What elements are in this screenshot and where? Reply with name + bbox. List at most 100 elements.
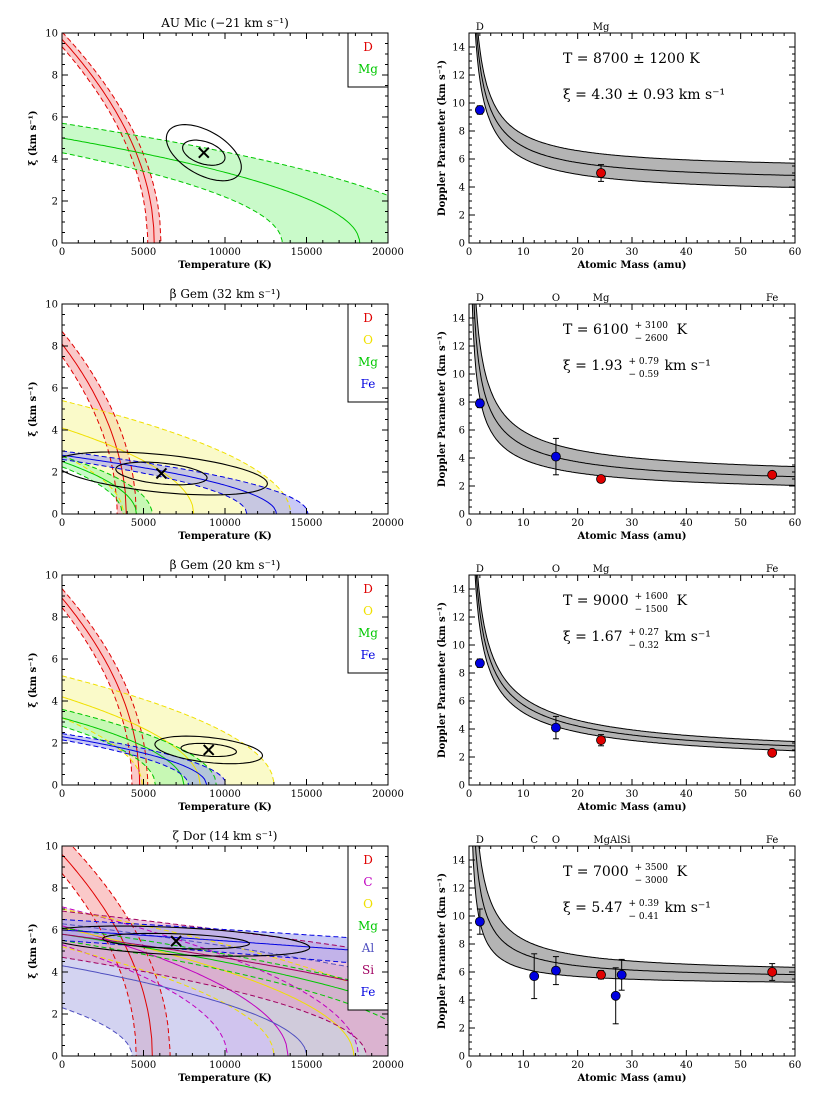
band-upper-d [62, 33, 162, 243]
data-point [551, 722, 561, 733]
x-tick-label: 50 [734, 789, 747, 800]
legend-entry-mg: Mg [358, 62, 378, 76]
xi-lower-error: − 0.59 [629, 370, 660, 380]
band-lower-fe [62, 739, 189, 785]
element-label: D [476, 835, 484, 846]
band-upper-mg [62, 455, 153, 514]
legend-entry-si: Si [362, 963, 374, 977]
temperature-unit: K [677, 593, 688, 609]
legend-entry-d: D [363, 853, 373, 867]
element-label: Fe [766, 835, 778, 846]
legend: DCO Mg Al Si Fe [347, 845, 389, 1011]
data-point [616, 969, 627, 980]
legend-entry-o: O [363, 604, 373, 618]
x-tick-label: 20 [571, 789, 584, 800]
fit-band [472, 846, 795, 983]
x-tick-label: 40 [680, 789, 693, 800]
y-axis-label: ξ (km s⁻¹) [28, 923, 39, 978]
confidence-contour [180, 742, 237, 758]
panel-title: ζ Dor (14 km s⁻¹) [173, 829, 278, 843]
y-tick-label: 6 [52, 655, 58, 666]
fit-band-lower [474, 575, 795, 752]
y-tick-label: 2 [52, 1010, 58, 1021]
y-tick-label: 8 [459, 398, 465, 409]
y-tick-label: 4 [52, 426, 58, 437]
panel-title: β Gem (20 km s⁻¹) [170, 558, 281, 572]
legend-entry-c: C [363, 875, 372, 889]
legend-entry-o: O [363, 333, 373, 347]
y-tick-label: 14 [452, 856, 465, 867]
fit-band-upper [478, 846, 795, 968]
confidence-contour [165, 124, 242, 182]
element-label: Fe [766, 564, 778, 575]
element-label: C [530, 835, 538, 846]
band-upper-d [71, 846, 171, 1056]
y-tick-label: 2 [459, 211, 465, 222]
axes-frame [468, 574, 796, 786]
fit-curve [473, 304, 795, 478]
band-o [62, 675, 274, 785]
data-point [610, 990, 621, 1001]
band-upper-mg [62, 927, 388, 991]
mass-doppler-panel-7: 0 10 20 30 40 50 60 0 2 4 6 8 10 12 14 Atomic Mass (amu… [437, 835, 801, 1084]
band-fe [62, 451, 309, 514]
y-tick-label: 0 [52, 1052, 58, 1063]
band-fe [62, 733, 227, 785]
element-label: Fe [766, 293, 778, 304]
x-tick-label: 0 [466, 1060, 472, 1071]
y-tick-label: 0 [459, 781, 465, 792]
fit-band-lower [474, 33, 795, 188]
y-tick-label: 14 [452, 585, 465, 596]
fit-band-lower [472, 846, 795, 983]
data-point [767, 967, 778, 977]
y-axis-label: Doppler Parameter (km s⁻¹) [437, 60, 448, 216]
x-tick-label: 20000 [372, 518, 404, 529]
confidence-contour [115, 461, 208, 486]
plot-area [471, 304, 795, 486]
y-tick-label: 12 [452, 342, 465, 353]
y-tick-label: 4 [52, 155, 58, 166]
panel-title: AU Mic (−21 km s⁻¹) [160, 16, 289, 30]
data-point [767, 469, 778, 480]
best-fit-marker [155, 467, 168, 480]
data-point [551, 965, 561, 976]
x-tick-label: 30 [626, 247, 639, 258]
y-tick-label: 2 [459, 1024, 465, 1035]
y-tick-label: 4 [459, 996, 465, 1007]
center-line-mg [62, 137, 361, 243]
temperature-lower-error: − 1500 [635, 605, 669, 615]
x-tick-label: 0 [59, 247, 65, 258]
x-tick-label: 0 [466, 789, 472, 800]
best-fit-marker [198, 146, 210, 159]
temperature-unit: K [677, 864, 688, 880]
data-point [596, 474, 606, 484]
xi-upper-error: + 0.27 [629, 628, 660, 638]
plot-area [62, 330, 309, 514]
legend-entry-al: Al [361, 941, 375, 955]
y-tick-label: 6 [459, 155, 465, 166]
legend-entry-mg: Mg [358, 626, 378, 640]
center-line-al [62, 965, 308, 1056]
best-fit-marker [170, 935, 182, 947]
y-axis-label: Doppler Parameter (km s⁻¹) [437, 331, 448, 487]
x-tick-label: 15000 [291, 247, 323, 258]
y-tick-label: 10 [452, 912, 465, 923]
y-tick-label: 10 [45, 29, 58, 40]
center-line-d [62, 343, 127, 514]
element-label: Mg [593, 564, 610, 575]
data-point [474, 398, 485, 409]
y-tick-label: 6 [459, 697, 465, 708]
center-line-fe [62, 736, 208, 785]
y-tick-label: 6 [459, 968, 465, 979]
y-tick-label: 6 [52, 384, 58, 395]
temperature-upper-error: + 3500 [635, 863, 669, 873]
band-lower-o [62, 946, 275, 1056]
y-tick-label: 0 [52, 239, 58, 250]
center-line-mg [62, 461, 137, 514]
band-mg [62, 456, 153, 514]
x-tick-label: 20 [571, 247, 584, 258]
element-label: D [476, 564, 484, 575]
element-label: O [552, 835, 560, 846]
element-label: Mg [593, 22, 610, 33]
fit-band-upper [477, 575, 795, 742]
